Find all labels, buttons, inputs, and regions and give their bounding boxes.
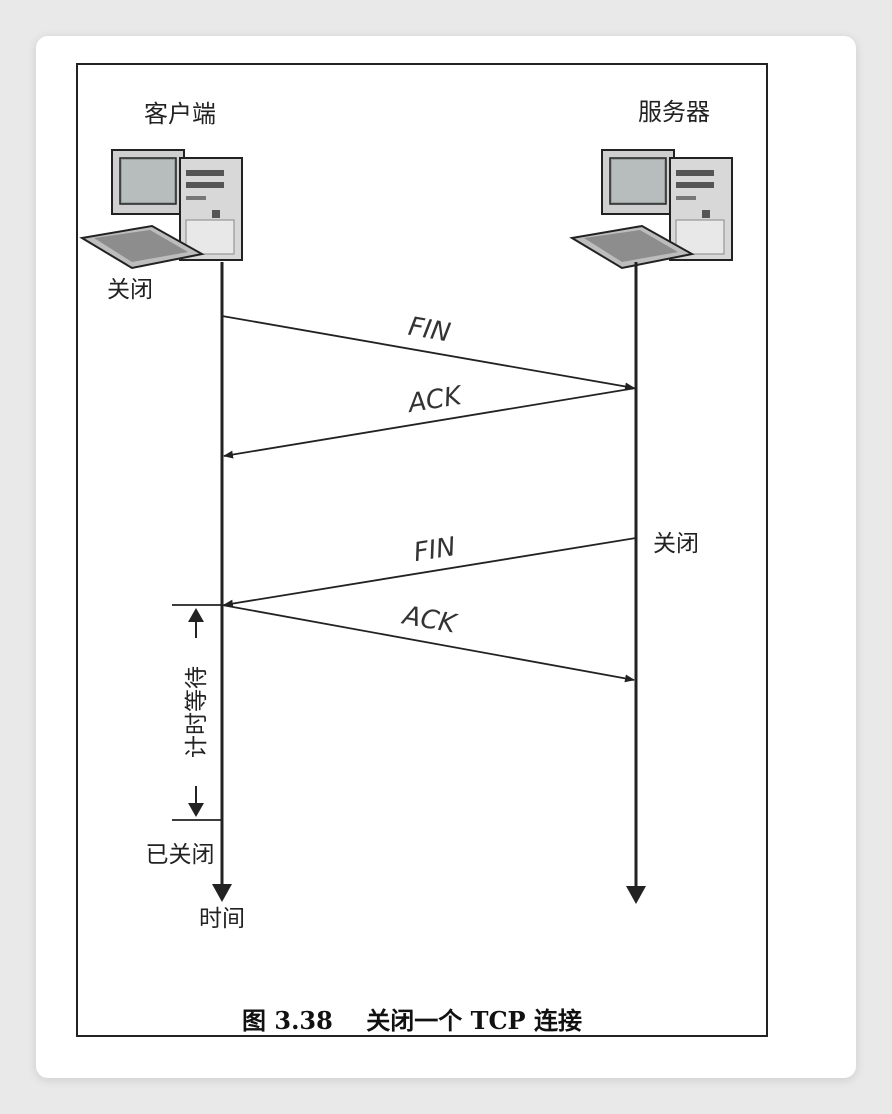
timed-wait-down-arrow-icon [188, 803, 204, 817]
fin-label-1: FIN [406, 312, 453, 349]
closed-label: 已关闭 [146, 842, 215, 868]
server-computer-icon [571, 149, 733, 269]
ack-label-1: ACK [404, 381, 465, 420]
server-closed-label: 关闭 [653, 531, 699, 557]
timed-wait-label: 计时等待 [184, 666, 210, 758]
fin-arrow-1 [221, 315, 635, 391]
client-computer-icon [81, 149, 243, 269]
fin-label-2: FIN [412, 532, 458, 568]
figure-caption: 图 3.38 关闭一个 TCP 连接 [242, 1006, 582, 1035]
client-closed-label: 关闭 [107, 277, 153, 303]
fin-arrow-2 [223, 537, 637, 608]
server-lifeline-arrow-icon [626, 886, 646, 904]
time-label: 时间 [199, 906, 245, 932]
ack-arrow-1 [223, 387, 637, 459]
client-title: 客户端 [144, 100, 216, 128]
ack-arrow-2 [221, 604, 635, 683]
timed-wait-up-arrow-icon [188, 608, 204, 622]
server-title: 服务器 [638, 98, 710, 126]
ack-label-2: ACK [399, 600, 460, 639]
client-lifeline-arrow-icon [212, 884, 232, 902]
